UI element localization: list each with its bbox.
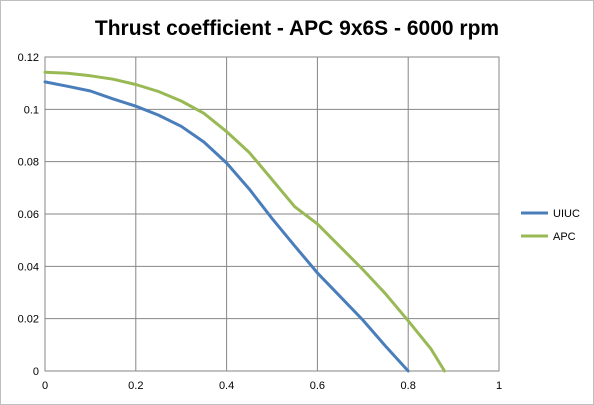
y-tick-label: 0	[33, 366, 39, 378]
gridlines	[44, 56, 500, 372]
y-tick-label: 0.1	[24, 104, 39, 116]
legend: UIUC APC	[521, 208, 580, 243]
legend-label-apc: APC	[553, 231, 576, 243]
x-tick-label: 0.8	[401, 380, 416, 392]
legend-label-uiuc: UIUC	[553, 208, 580, 220]
x-tick-label: 0.4	[219, 380, 234, 392]
tick-labels: 0 0.02 0.04 0.06 0.08 0.1 0.12 0 0.2 0.4 0.6 0.8 1	[18, 52, 502, 392]
y-tick-label: 0.06	[18, 209, 39, 221]
series-line-uiuc	[43, 80, 410, 373]
y-tick-label: 0.04	[18, 261, 39, 273]
y-tick-label: 0.12	[18, 52, 39, 64]
series-lines	[43, 70, 446, 373]
y-tick-label: 0.08	[18, 157, 39, 169]
x-tick-label: 1	[496, 380, 502, 392]
x-tick-label: 0.6	[310, 380, 325, 392]
y-tick-label: 0.02	[18, 314, 39, 326]
x-tick-label: 0.2	[128, 380, 143, 392]
chart-title: Thrust coefficient - APC 9x6S - 6000 rpm	[95, 17, 499, 40]
x-tick-label: 0	[42, 380, 48, 392]
series-line-apc	[43, 70, 446, 373]
plot-area-border	[44, 56, 500, 372]
